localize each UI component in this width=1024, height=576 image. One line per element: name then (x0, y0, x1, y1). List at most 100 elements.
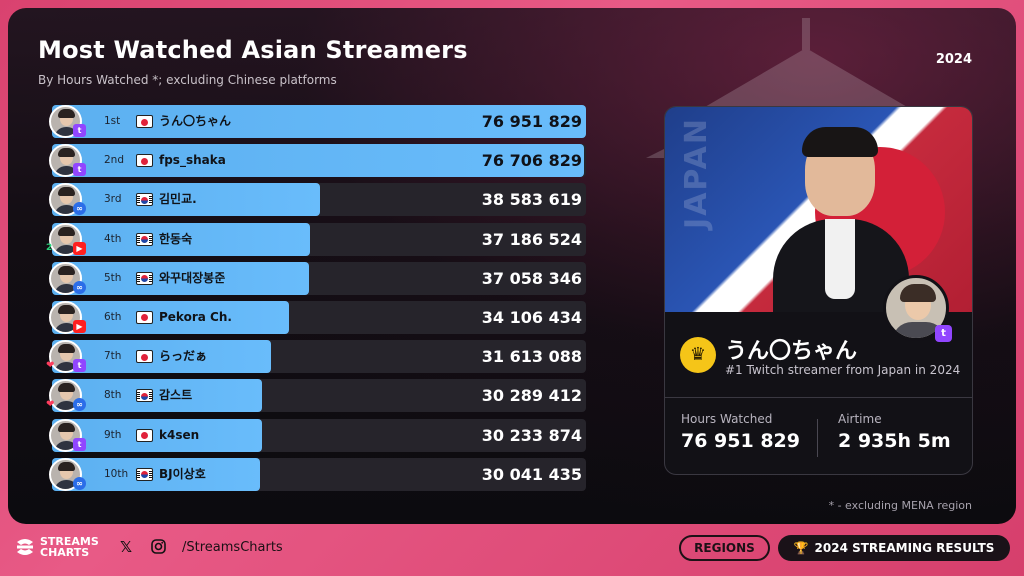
chart-bar (52, 340, 271, 374)
japan-flag-icon (136, 154, 153, 168)
streamer-name: Pekora Ch. (159, 309, 232, 324)
footnote: * - excluding MENA region (828, 499, 972, 512)
chart-row[interactable]: t 2nd fps_shaka 76 706 829 (49, 144, 586, 178)
hours-watched-value-label: 34 106 434 (481, 307, 582, 327)
rank-label: 10th (104, 467, 129, 480)
rank-label: 6th (104, 310, 122, 323)
chart-row[interactable]: ▶ 6th Pekora Ch. 34 106 434 (49, 300, 586, 334)
kick-icon: ∞ (73, 280, 86, 294)
hours-watched-value: 76 951 829 (681, 430, 800, 452)
youtube-icon: ▶ (73, 241, 86, 255)
south-korea-flag-icon (136, 271, 153, 285)
second-channel-badge: 2 (46, 242, 53, 253)
hours-watched-value-label: 37 058 346 (481, 268, 582, 288)
regions-button[interactable]: REGIONS (679, 535, 770, 561)
hours-watched-value-label: 37 186 524 (481, 229, 582, 249)
card-streamer-name: うん〇ちゃん (725, 339, 858, 364)
chart-row[interactable]: ❤ t 7th らっだぁ 31 613 088 (46, 340, 586, 374)
south-korea-flag-icon (136, 232, 153, 246)
japan-flag-icon (136, 310, 153, 324)
rank-label: 1st (104, 115, 121, 127)
card-country-label: JAPAN (679, 117, 714, 229)
chart-row[interactable]: ∞ 3rd 김민교. 38 583 619 (49, 183, 586, 217)
twitch-icon: t (73, 359, 86, 373)
streamer-avatar (49, 418, 82, 452)
streamer-avatar (49, 379, 82, 413)
japan-flag-icon (136, 428, 153, 442)
japan-flag-icon (136, 350, 153, 364)
twitch-icon: t (73, 437, 86, 451)
main-panel: Most Watched Asian Streamers By Hours Wa… (8, 8, 1016, 524)
rank-label: 3rd (104, 193, 122, 206)
footer-bar: STREAMS CHARTS 𝕏 /StreamsCharts REGIONS … (0, 524, 1024, 576)
south-korea-flag-icon (136, 389, 153, 403)
streamer-avatar (49, 105, 82, 138)
streamer-name: 와꾸대장봉준 (159, 270, 226, 285)
youtube-icon: ▶ (73, 319, 86, 333)
chart-bar (52, 261, 309, 295)
chart-bar (52, 379, 262, 413)
chart-row[interactable]: 2 ▶ 4th 한동숙 37 186 524 (46, 222, 586, 256)
japan-flag-icon (136, 115, 153, 128)
streamer-avatar (49, 457, 82, 491)
streamer-avatar (49, 340, 82, 374)
chart-bar (52, 457, 260, 491)
chart-bar (52, 222, 310, 256)
rank-label: 2nd (104, 154, 125, 167)
stat-divider (817, 419, 818, 457)
chart-bar (52, 418, 262, 452)
chart-row[interactable]: ∞ 5th 와꾸대장봉준 37 058 346 (49, 261, 586, 295)
trophy-icon: 🏆 (793, 541, 809, 555)
rank-label: 5th (104, 271, 122, 284)
twitch-icon: t (935, 325, 952, 342)
streamer-name: BJ이상호 (159, 466, 206, 481)
trophy-icon: ♛ (680, 337, 716, 373)
streamer-name: らっだぁ (159, 349, 208, 364)
streamer-photo-hair (802, 127, 878, 157)
chart-bar (52, 300, 289, 334)
streamer-avatar (49, 144, 82, 178)
streams-charts-logo[interactable]: STREAMS CHARTS (40, 535, 99, 559)
chart-row[interactable]: ∞ 10th BJ이상호 30 041 435 (49, 457, 586, 491)
social-handle[interactable]: /StreamsCharts (182, 540, 283, 555)
hours-watched-value-label: 30 233 874 (481, 425, 582, 445)
hours-watched-value-label: 30 289 412 (481, 386, 582, 406)
year-label: 2024 (935, 52, 972, 67)
streamer-name: 한동숙 (159, 231, 193, 246)
instagram-icon[interactable] (151, 539, 166, 554)
chart-row[interactable]: t 9th k4sen 30 233 874 (49, 418, 586, 452)
south-korea-flag-icon (136, 193, 153, 207)
kick-icon: ∞ (73, 398, 86, 412)
kick-icon: ∞ (73, 476, 86, 490)
chart-row[interactable]: t 1st うん〇ちゃん 76 951 829 (49, 105, 586, 138)
chart-row[interactable]: ❤ ∞ 8th 감스트 30 289 412 (46, 379, 586, 413)
heart-icon: ❤ (46, 360, 55, 372)
airtime-value: 2 935h 5m (838, 430, 951, 452)
card-divider (665, 397, 972, 398)
top-streamer-card[interactable]: JAPAN t ♛ うん〇ちゃん #1 Twitch streamer from… (664, 106, 973, 475)
streamer-name: うん〇ちゃん (159, 114, 232, 128)
streamer-name: k4sen (159, 427, 200, 442)
hours-watched-label: Hours Watched (681, 412, 773, 426)
streamer-avatar (49, 183, 82, 217)
ranking-list: t 1st うん〇ちゃん 76 951 829 t 2nd fps_shaka 76 706 … (46, 105, 586, 497)
chart-bar (52, 183, 320, 217)
streaming-results-button[interactable]: 🏆 2024 STREAMING RESULTS (778, 535, 1010, 561)
card-description: #1 Twitch streamer from Japan in 2024 (725, 363, 961, 377)
kick-icon: ∞ (73, 202, 86, 216)
hours-watched-value-label: 76 706 829 (481, 151, 582, 171)
airtime-label: Airtime (838, 412, 882, 426)
x-icon[interactable]: 𝕏 (120, 538, 133, 556)
heart-icon: ❤ (46, 399, 55, 411)
rank-label: 9th (104, 428, 122, 441)
south-korea-flag-icon (136, 467, 153, 481)
rank-label: 8th (104, 389, 122, 402)
twitch-icon: t (73, 124, 86, 137)
streamer-name: fps_shaka (159, 153, 226, 168)
rank-label: 7th (104, 350, 122, 363)
hours-watched-value-label: 30 041 435 (481, 464, 582, 484)
streamer-name: 김민교. (159, 192, 197, 207)
chart-subtitle: By Hours Watched *; excluding Chinese pl… (38, 73, 337, 87)
hours-watched-value-label: 31 613 088 (481, 347, 582, 367)
rank-label: 4th (104, 232, 122, 245)
